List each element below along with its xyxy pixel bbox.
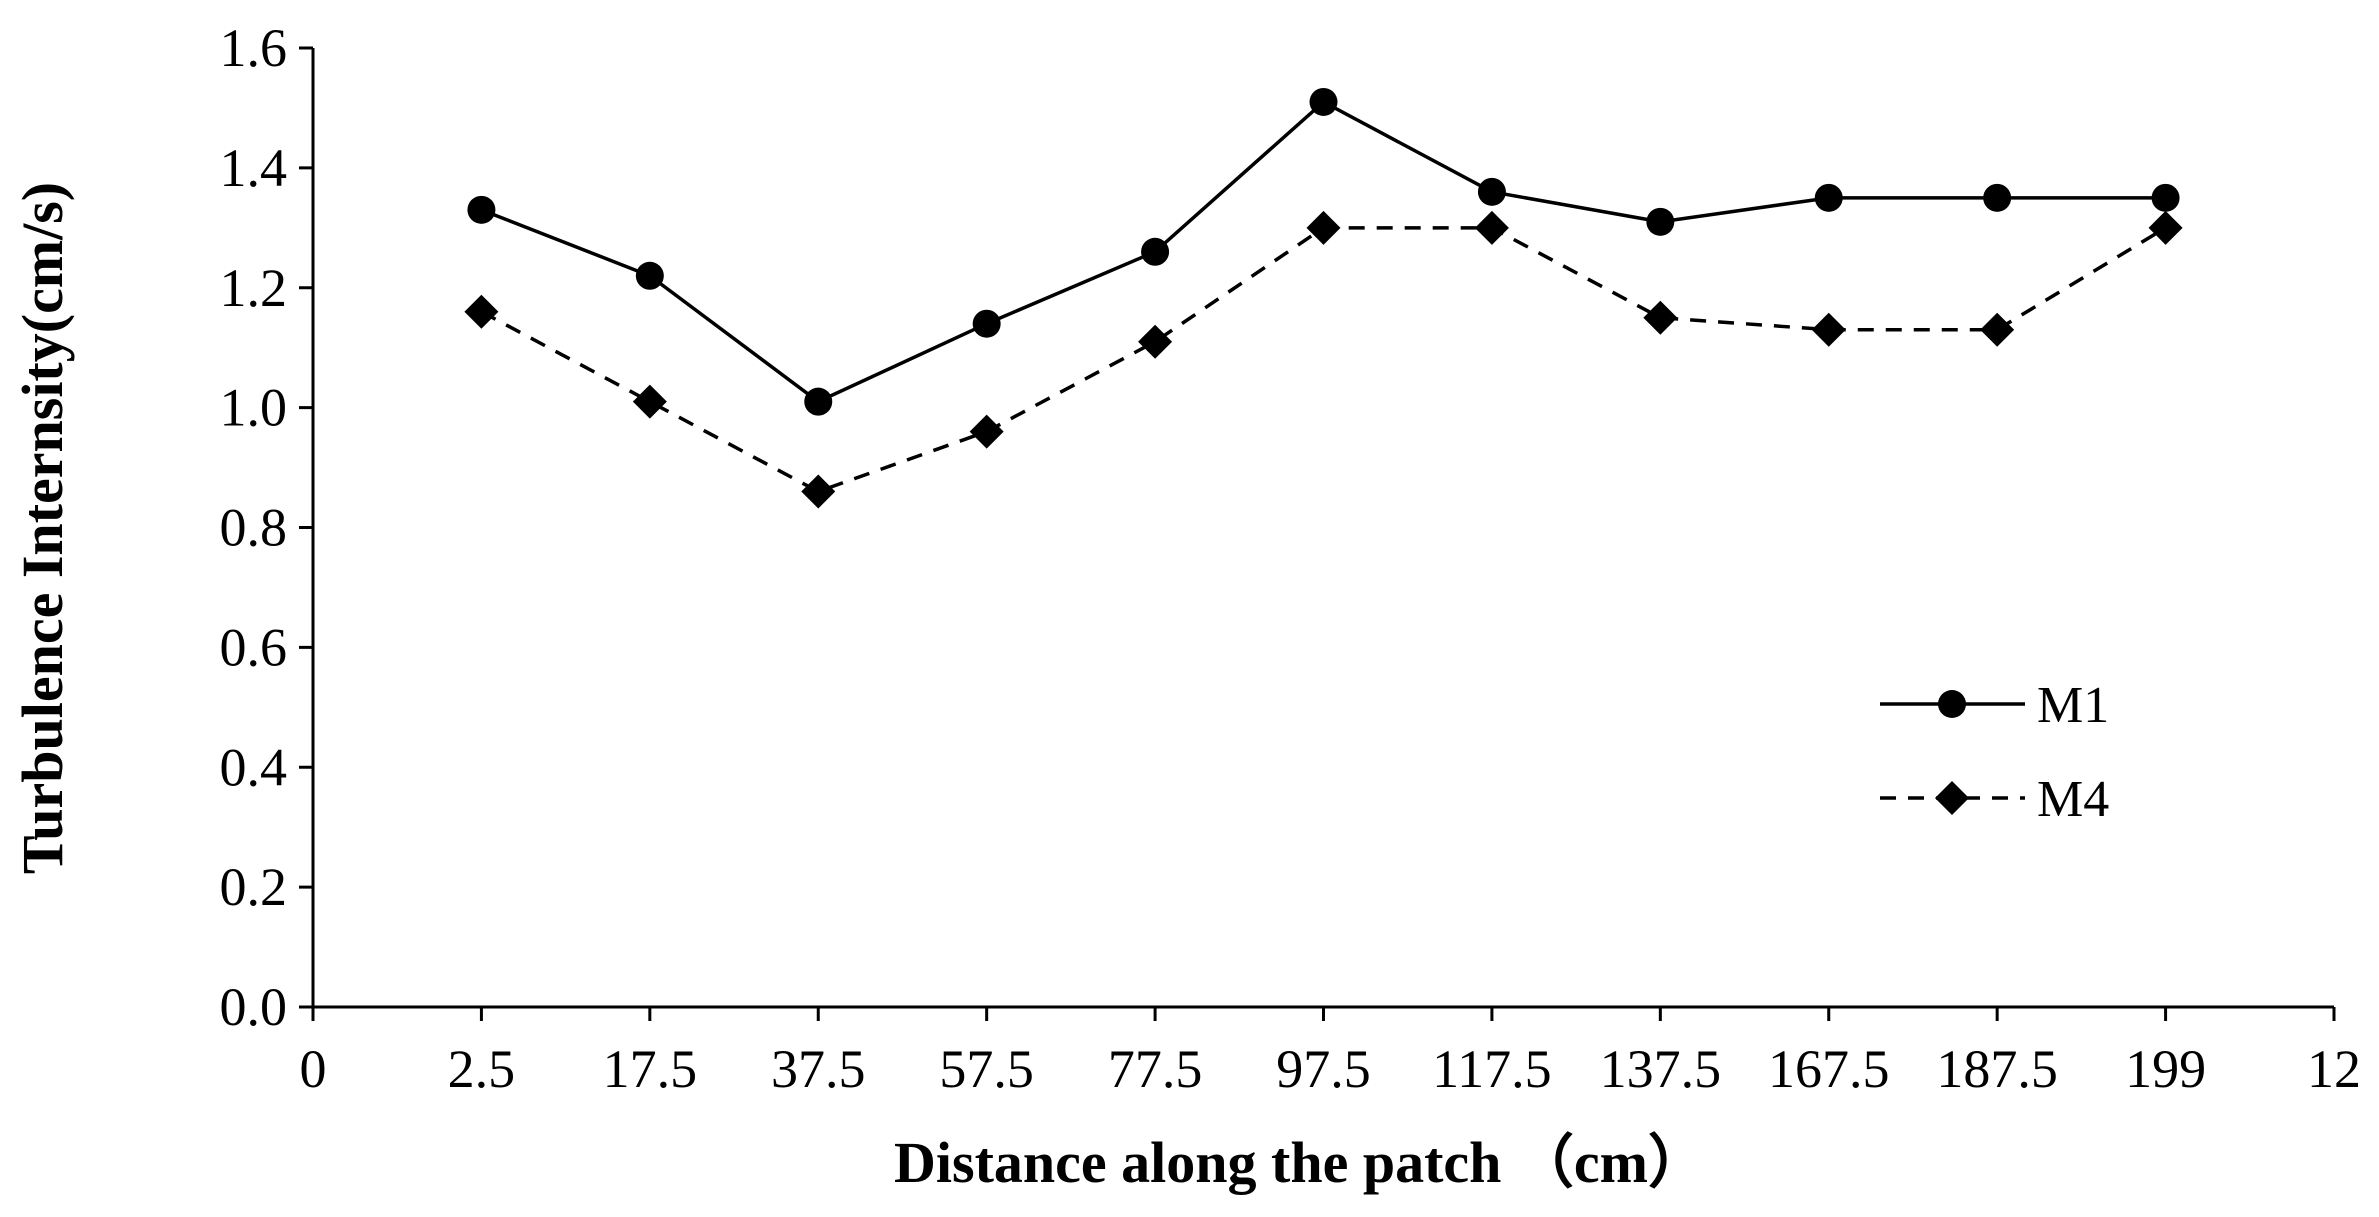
legend-label-m1: M1 [2037,677,2109,734]
x-axis-ticks: 0 2.5 17.5 37.5 57.5 77.5 97.5 117.5 137.5 167.5 1… [300,1007,2361,1099]
legend-marker-m1 [1938,690,1966,718]
series-m1-point [1477,177,1506,206]
x-tick-label: 0 [300,1039,327,1099]
y-tick-label: 1.4 [220,138,288,198]
series-m1-line [480,99,2166,404]
series-m4-point [464,294,499,329]
series-m1-point [635,261,664,290]
y-tick-label: 1.0 [220,378,288,438]
series-m1-point [1309,87,1338,116]
series-m4-point [969,414,1004,449]
series-m1-point [804,387,833,416]
y-axis-ticks: 0.0 0.2 0.4 0.6 0.8 1.0 1.2 1.4 1.6 [220,18,313,1037]
x-tick-label: 2.5 [448,1039,516,1099]
y-tick-label: 0.8 [220,498,288,558]
series-m4-point [1980,312,2015,347]
series-m1-point [467,195,496,224]
series-m4 [464,210,2183,509]
series-m4-point [2148,210,2183,245]
series-m1-point [2151,183,2180,212]
x-tick-label: 137.5 [1600,1039,1722,1099]
series-m4-line [480,226,2167,494]
series-m1 [467,87,2180,416]
legend: M1 M4 [1880,677,2109,828]
series-layer [464,87,2183,509]
series-m1-point [1141,237,1170,266]
x-tick-label: 187.5 [1936,1039,2058,1099]
x-tick-label: 57.5 [939,1039,1034,1099]
series-m1-point [1814,183,1843,212]
y-tick-label: 0.4 [220,737,288,797]
y-tick-label: 1.2 [220,258,288,318]
x-tick-label: 17.5 [603,1039,698,1099]
x-tick-label: 117.5 [1432,1039,1552,1099]
series-m1-point [1646,207,1675,236]
y-tick-label: 0.6 [220,617,288,677]
legend-label-m4: M4 [2037,771,2109,828]
y-tick-label: 0.2 [220,857,288,917]
series-m4-point [1643,300,1678,335]
y-axis-title: Turbulence Internsity(cm/s) [10,182,75,874]
series-m4-point [1138,324,1173,359]
x-tick-label: 167.5 [1768,1039,1890,1099]
series-m4-point [1306,210,1341,245]
y-tick-label: 0.0 [220,977,288,1037]
series-m4-point [632,384,667,419]
legend-marker-m4 [1935,781,1969,815]
series-m4-point [801,474,836,509]
x-tick-label: 97.5 [1276,1039,1371,1099]
series-m4-point [1474,210,1509,245]
series-m4-point [1811,312,1846,347]
x-tick-label: 37.5 [771,1039,866,1099]
y-tick-label: 1.6 [220,18,288,78]
series-m1-point [972,309,1001,338]
x-tick-label: 77.5 [1108,1039,1203,1099]
x-tick-label: 199 [2125,1039,2206,1099]
x-axis-title: Distance along the patch （cm） [894,1130,1706,1195]
x-tick-label: 12 [2307,1039,2361,1099]
series-m1-point [1983,183,2012,212]
